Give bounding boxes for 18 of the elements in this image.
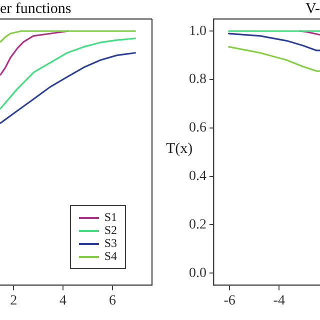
x-tick-label: -4 [273,293,285,308]
y-tick-label: 0.8 [189,72,206,88]
chart-title: V- [306,0,320,17]
y-tick-label: 1.0 [189,24,206,39]
y-tick-label: 0.0 [189,266,206,281]
x-tick-label: 2 [10,293,18,308]
x-tick-label: 6 [108,293,116,308]
x-tick-label: -6 [224,293,236,308]
legend-label: S3 [104,236,117,251]
y-axis-title: T(x) [166,141,193,158]
y-tick-label: 0.2 [189,217,206,232]
legend-label: S1 [104,210,117,225]
legend-label: S2 [104,223,117,238]
y-tick-label: 0.4 [189,168,206,184]
legend-label: S4 [104,249,117,264]
chart-title: er functions [0,0,72,17]
y-tick-label: 0.6 [189,120,206,136]
x-tick-label: 4 [60,293,67,308]
